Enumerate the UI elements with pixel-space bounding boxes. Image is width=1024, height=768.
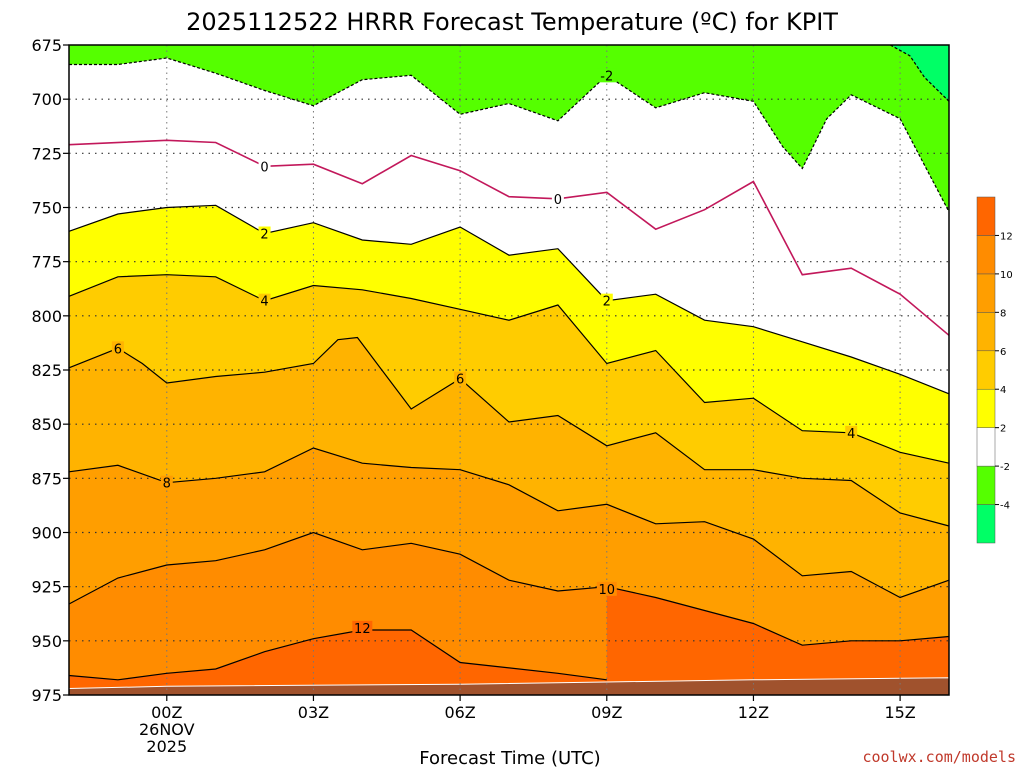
x-tick-label: 09Z bbox=[591, 703, 622, 722]
contour-label: 2 bbox=[260, 228, 268, 243]
contour-label: 12 bbox=[354, 622, 371, 637]
contour-line-neg4 bbox=[890, 44, 950, 102]
contour-label-bg bbox=[111, 341, 124, 356]
x-tick-label: 03Z bbox=[298, 703, 329, 722]
colorbar-swatch bbox=[976, 350, 996, 390]
contour-label: 8 bbox=[163, 477, 171, 492]
y-tick-label: 900 bbox=[31, 524, 62, 543]
contour-label: 10 bbox=[599, 583, 616, 598]
colorbar-label: 4 bbox=[1000, 385, 1006, 396]
y-tick-label: 950 bbox=[31, 632, 62, 651]
chart-title: 2025112522 HRRR Forecast Temperature (ºC… bbox=[186, 8, 838, 36]
y-tick-label: 850 bbox=[31, 415, 62, 434]
contour-label-bg bbox=[454, 371, 467, 386]
contour-label: 0 bbox=[260, 160, 268, 175]
fill-band--2 bbox=[69, 45, 949, 394]
colorbar-swatch bbox=[976, 465, 996, 505]
credit-text[interactable]: coolwx.com/models bbox=[862, 748, 1016, 766]
contour-label-bg bbox=[600, 293, 613, 308]
plot-area: 12 10 8 6 6 4 4 2 2 0 0 -2 bbox=[68, 44, 950, 696]
colorbar-label: 2 bbox=[1000, 424, 1006, 435]
y-tick-label: 725 bbox=[31, 144, 62, 163]
y-tick-label: 975 bbox=[31, 686, 62, 705]
colorbar-swatch bbox=[976, 504, 996, 544]
contour-lines bbox=[68, 44, 950, 681]
contour-line-12 bbox=[68, 629, 607, 681]
y-tick-label: 750 bbox=[31, 199, 62, 218]
contour-label: 6 bbox=[114, 342, 122, 357]
contour-line-8 bbox=[68, 447, 950, 599]
colorbar-swatch bbox=[976, 235, 996, 275]
contour-label: -2 bbox=[600, 69, 613, 84]
x-tick-label: 15Z bbox=[884, 703, 915, 722]
fill-band-neg6 bbox=[890, 45, 949, 102]
contour-label-bg bbox=[845, 425, 858, 440]
contour-line-0 bbox=[68, 139, 950, 336]
y-tick-label: 925 bbox=[31, 578, 62, 597]
y-axis: 675 700 725 750 775 800 825 850 875 900 925 950 975 bbox=[31, 36, 69, 705]
contour-line-neg2 bbox=[69, 57, 950, 213]
y-tick-label: 775 bbox=[31, 253, 62, 272]
x-tick-label: 2025 bbox=[146, 737, 187, 756]
contour-label-bg bbox=[160, 475, 173, 490]
y-tick-label: 675 bbox=[31, 36, 62, 55]
contour-label: 4 bbox=[847, 427, 855, 442]
contour-label-bg bbox=[258, 159, 271, 174]
contour-line-10 bbox=[68, 531, 950, 646]
colorbar-label: 10 bbox=[1000, 270, 1013, 281]
contour-label-bg bbox=[596, 68, 617, 83]
contour-label: 4 bbox=[260, 295, 268, 310]
x-tick-label: 26NOV bbox=[139, 720, 195, 739]
colorbar-label: 6 bbox=[1000, 347, 1006, 358]
colorbar-swatch bbox=[976, 273, 996, 313]
colorbar-label: 12 bbox=[1000, 231, 1013, 242]
contour-label-bg bbox=[352, 620, 373, 635]
x-axis-label: Forecast Time (UTC) bbox=[419, 748, 600, 768]
colorbar-swatch bbox=[976, 196, 996, 236]
y-tick-label: 825 bbox=[31, 361, 62, 380]
contour-labels: 12 10 8 6 6 4 4 2 2 0 0 -2 bbox=[111, 68, 858, 637]
contour-line-4 bbox=[68, 274, 950, 464]
contour-label-bg bbox=[551, 191, 564, 206]
y-tick-label: 875 bbox=[31, 469, 62, 488]
colorbar: -4 -2 2 4 6 8 10 12 bbox=[976, 196, 1013, 544]
x-tick-label: 12Z bbox=[738, 703, 769, 722]
colorbar-swatch bbox=[976, 312, 996, 352]
contour-label-bg bbox=[258, 293, 271, 308]
y-tick-label: 700 bbox=[31, 90, 62, 109]
contour-line-2 bbox=[68, 204, 950, 395]
colorbar-swatch bbox=[976, 388, 996, 428]
contour-label-bg bbox=[258, 226, 271, 241]
contour-label: 0 bbox=[554, 193, 562, 208]
colorbar-label: 8 bbox=[1000, 308, 1006, 319]
contour-label: 2 bbox=[603, 295, 611, 310]
colorbar-swatch bbox=[976, 427, 996, 467]
x-tick-label: 06Z bbox=[444, 703, 475, 722]
contour-label: 6 bbox=[456, 373, 464, 388]
x-tick-label: 00Z bbox=[151, 703, 182, 722]
colorbar-label: -2 bbox=[1000, 462, 1010, 473]
colorbar-label: -4 bbox=[1000, 501, 1010, 512]
y-tick-label: 800 bbox=[31, 307, 62, 326]
grid-lines bbox=[69, 45, 949, 695]
fill-band--4 bbox=[69, 45, 949, 212]
contour-label-bg bbox=[596, 581, 617, 596]
